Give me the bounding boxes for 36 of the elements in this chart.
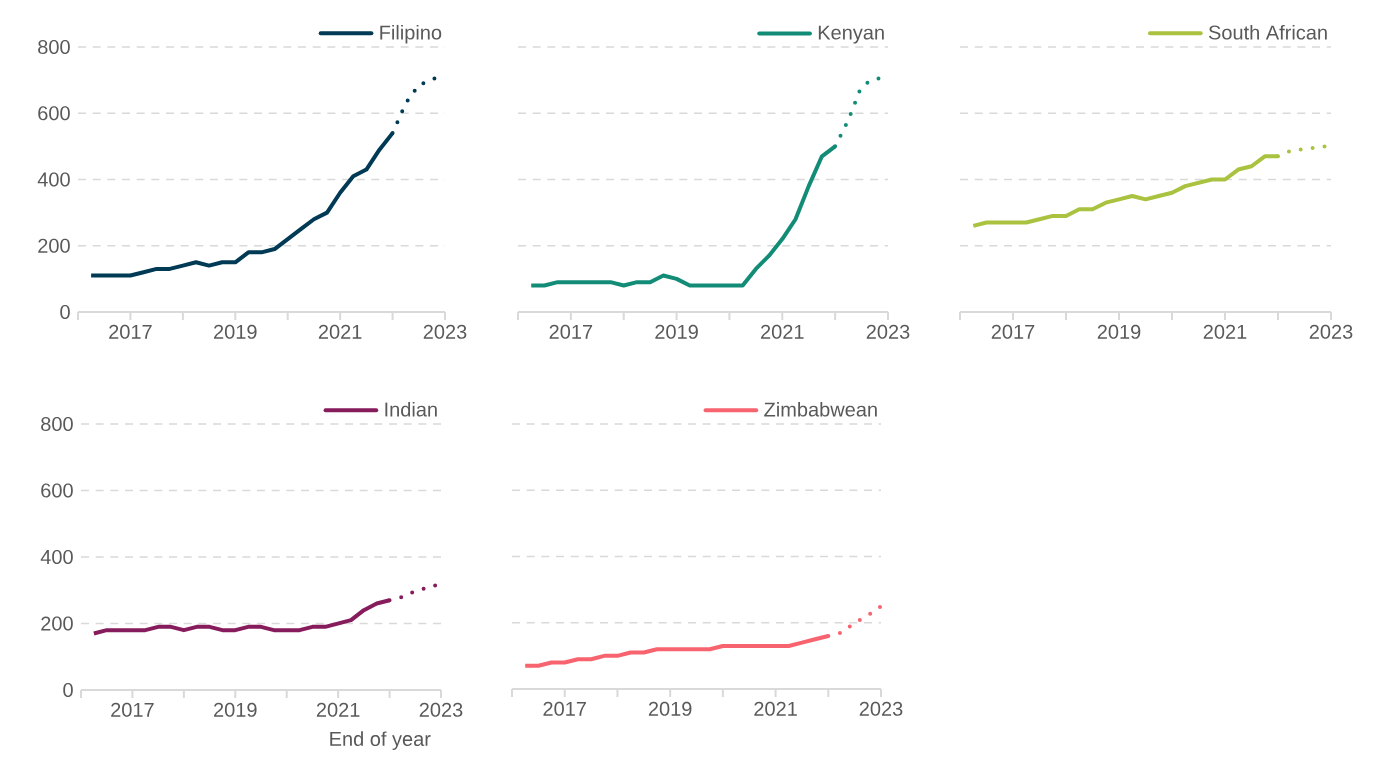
x-tick-label: 2023: [859, 701, 903, 716]
x-tick-label: 2023: [423, 324, 467, 339]
legend-label: Indian: [385, 401, 437, 417]
x-tick-label: 2017: [549, 324, 593, 339]
x-tick-label: 2023: [1309, 324, 1353, 339]
x-tick-label: 2017: [111, 702, 154, 717]
x-tick-label: 2017: [991, 324, 1035, 339]
legend-label: Zimbabwean: [764, 401, 877, 417]
y-tick-label: 200: [41, 616, 73, 631]
x-tick-label: 2021: [1203, 324, 1247, 339]
y-tick-label: 600: [41, 483, 73, 498]
y-tick-label: 800: [41, 416, 73, 432]
x-tick-label: 2017: [109, 324, 152, 339]
x-tick-label: 2017: [543, 701, 586, 716]
x-tick-label: 2021: [316, 702, 360, 717]
x-tick-label: 2021: [761, 324, 804, 339]
y-tick-label: 400: [37, 172, 70, 187]
y-tick-label: 800: [38, 39, 70, 55]
x-tick-label: 2019: [648, 701, 692, 716]
legend-label: South African: [1208, 24, 1327, 40]
y-tick-label: 200: [38, 238, 70, 253]
y-tick-label: 400: [40, 549, 73, 565]
x-tick-label: 2019: [214, 702, 257, 717]
y-tick-label: 0: [63, 682, 73, 698]
y-tick-label: 600: [38, 106, 70, 121]
legend-label: Kenyan: [818, 25, 884, 44]
x-tick-label: 2023: [866, 324, 910, 339]
legend-label: Filipino: [380, 24, 442, 44]
x-tick-label: 2021: [754, 701, 797, 716]
x-axis-title: End of year: [330, 731, 431, 750]
x-tick-label: 2023: [419, 702, 463, 717]
x-tick-label: 2019: [1097, 324, 1141, 339]
y-tick-label: 0: [60, 304, 70, 320]
x-tick-label: 2019: [655, 324, 698, 339]
x-tick-label: 2019: [214, 324, 257, 339]
x-tick-label: 2021: [318, 324, 362, 339]
